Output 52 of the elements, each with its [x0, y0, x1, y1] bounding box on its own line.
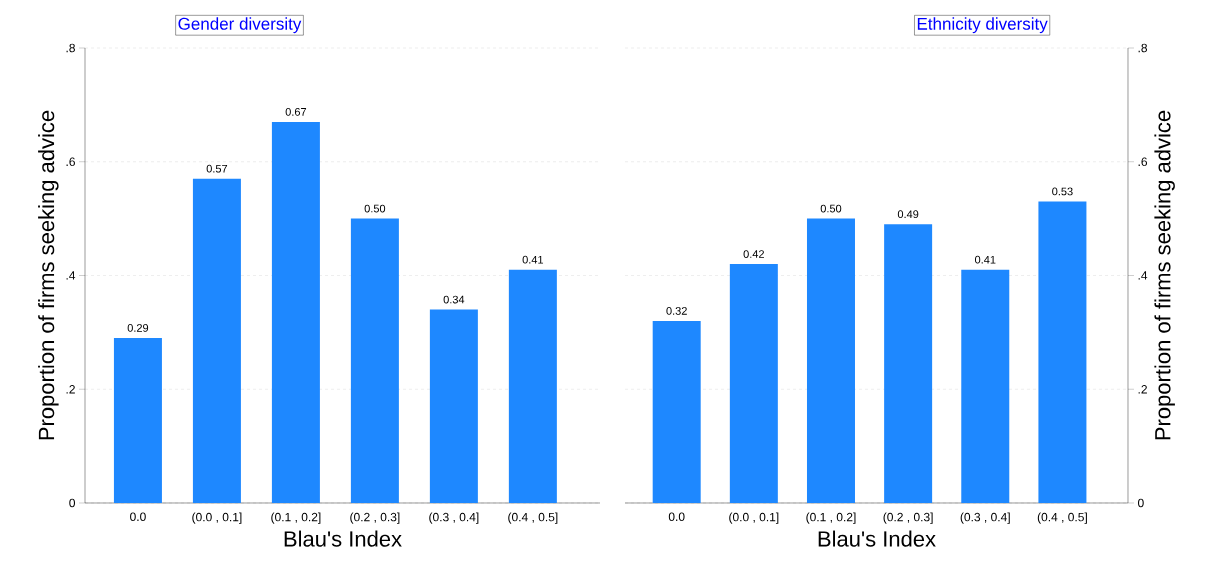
x-tick-label: (0.4 , 0.5] [1037, 512, 1087, 524]
bar [729, 264, 778, 503]
x-axis-title: Blau's Index [818, 530, 936, 547]
x-tick-label: 0.0 [668, 512, 685, 522]
x-tick-label: (0.4 , 0.5] [508, 512, 558, 524]
bar [652, 320, 701, 503]
x-tick-label: (0.0 , 0.1] [729, 512, 779, 524]
x-tick-label: 0.0 [130, 512, 146, 522]
bar [806, 218, 855, 503]
bar [271, 121, 320, 503]
y2-tick-label: 0 [1138, 498, 1144, 508]
bar [113, 338, 162, 503]
data-label: 0.34 [443, 295, 465, 304]
bar [1038, 201, 1087, 503]
y-tick-label: 0 [69, 498, 76, 508]
bar [961, 269, 1010, 503]
x-axis-title: Blau's Index [284, 530, 402, 547]
y-tick-label: .6 [66, 157, 75, 166]
bar [192, 178, 241, 503]
y2-tick-label: .2 [1138, 385, 1147, 394]
y2-axis-title: Proportion of firms seeking advice [1154, 110, 1175, 440]
data-label: 0.53 [1052, 187, 1073, 196]
chart-title: Ethnicity diversity [917, 17, 1048, 34]
data-label: 0.29 [127, 324, 149, 332]
x-tick-label: (0.3 , 0.4] [960, 512, 1010, 524]
chart-title: Gender diversity [178, 17, 302, 34]
x-tick-label: (0.1 , 0.2] [271, 512, 321, 524]
data-label: 0.41 [522, 255, 544, 264]
data-label: 0.57 [206, 164, 228, 173]
x-tick-label: (0.3 , 0.4] [429, 512, 479, 524]
data-label: 0.50 [364, 204, 386, 213]
x-tick-label: (0.2 , 0.3] [883, 512, 933, 524]
y2-tick-label: .6 [1138, 157, 1148, 166]
bar [350, 218, 399, 503]
data-label: 0.67 [285, 107, 307, 116]
data-label: 0.42 [743, 250, 764, 258]
x-tick-label: (0.2 , 0.3] [350, 512, 400, 524]
y-tick-label: .8 [66, 43, 75, 53]
x-tick-label: (0.1 , 0.2] [806, 512, 856, 524]
data-label: 0.49 [897, 210, 919, 219]
x-tick-label: (0.0 , 0.1] [192, 512, 242, 524]
bar [429, 309, 478, 503]
bar [884, 224, 933, 503]
y-axis-title: Proportion of firms seeking advice [38, 110, 59, 440]
data-label: 0.50 [820, 204, 842, 213]
y-tick-label: .4 [66, 271, 76, 280]
y-tick-label: .2 [66, 385, 75, 394]
y2-tick-label: .8 [1138, 43, 1148, 53]
data-label: 0.32 [666, 307, 687, 315]
data-label: 0.41 [975, 255, 996, 264]
y2-tick-label: .4 [1138, 271, 1148, 280]
bar [508, 269, 557, 503]
